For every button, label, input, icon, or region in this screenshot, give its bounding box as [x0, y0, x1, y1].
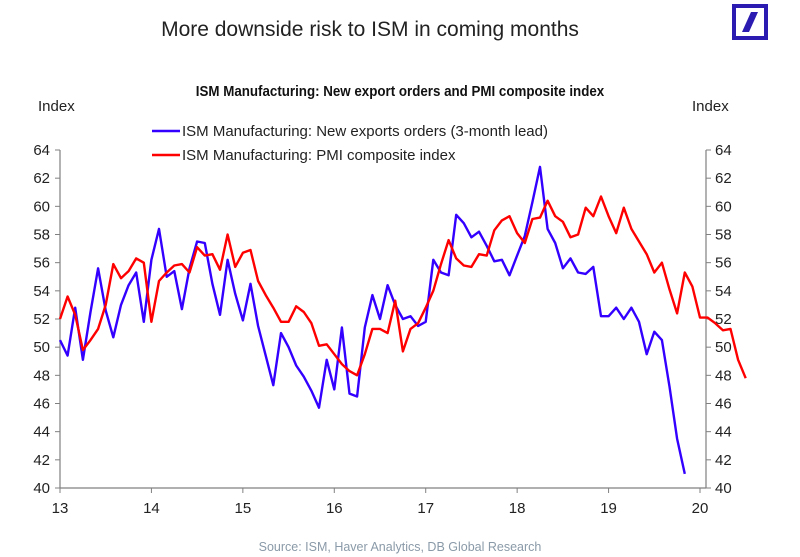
y-tick-label-right: 54 — [715, 283, 732, 300]
x-tick-label: 16 — [326, 500, 343, 517]
y-tick-label-left: 54 — [33, 283, 50, 300]
deutsche-bank-logo-icon — [732, 4, 768, 40]
page-title: More downside risk to ISM in coming mont… — [161, 18, 579, 41]
y-tick-label-left: 44 — [33, 424, 50, 441]
series-line-export-orders — [58, 165, 686, 475]
y-tick-label-left: 64 — [33, 142, 50, 159]
x-tick-label: 13 — [52, 500, 69, 517]
x-tick-label: 17 — [417, 500, 434, 517]
x-tick-label: 14 — [143, 500, 160, 517]
legend-label: ISM Manufacturing: New exports orders (3… — [182, 123, 548, 140]
y-tick-label-right: 62 — [715, 170, 732, 187]
y-tick-label-left: 58 — [33, 227, 50, 244]
x-tick-label: 19 — [600, 500, 617, 517]
y-tick-label-right: 58 — [715, 227, 732, 244]
y-tick-label-right: 64 — [715, 142, 732, 159]
y-tick-label-left: 48 — [33, 367, 50, 384]
y-tick-label-left: 60 — [33, 198, 50, 215]
y-tick-label-right: 50 — [715, 339, 732, 356]
y-tick-label-right: 44 — [715, 424, 732, 441]
y-tick-label-right: 48 — [715, 367, 732, 384]
source-note: Source: ISM, Haver Analytics, DB Global … — [258, 540, 542, 554]
x-tick-label: 20 — [692, 500, 709, 517]
legend-label: ISM Manufacturing: PMI composite index — [182, 147, 456, 164]
y-tick-label-left: 52 — [33, 311, 50, 328]
y-tick-label-right: 46 — [715, 396, 732, 413]
series-line-pmi — [58, 195, 747, 379]
y-tick-label-right: 40 — [715, 480, 732, 497]
x-tick-label: 15 — [235, 500, 252, 517]
chart-title: ISM Manufacturing: New export orders and… — [195, 84, 605, 100]
y-tick-label-right: 60 — [715, 198, 732, 215]
y-tick-label-right: 42 — [715, 452, 732, 469]
y-tick-label-left: 46 — [33, 396, 50, 413]
left-axis-label: Index — [38, 98, 75, 115]
y-tick-label-left: 56 — [33, 255, 50, 272]
right-axis-label: Index — [692, 98, 729, 115]
y-tick-label-left: 50 — [33, 339, 50, 356]
y-tick-label-left: 40 — [33, 480, 50, 497]
y-tick-label-left: 62 — [33, 170, 50, 187]
y-tick-label-left: 42 — [33, 452, 50, 469]
y-tick-label-right: 56 — [715, 255, 732, 272]
y-tick-label-right: 52 — [715, 311, 732, 328]
x-tick-label: 18 — [509, 500, 526, 517]
